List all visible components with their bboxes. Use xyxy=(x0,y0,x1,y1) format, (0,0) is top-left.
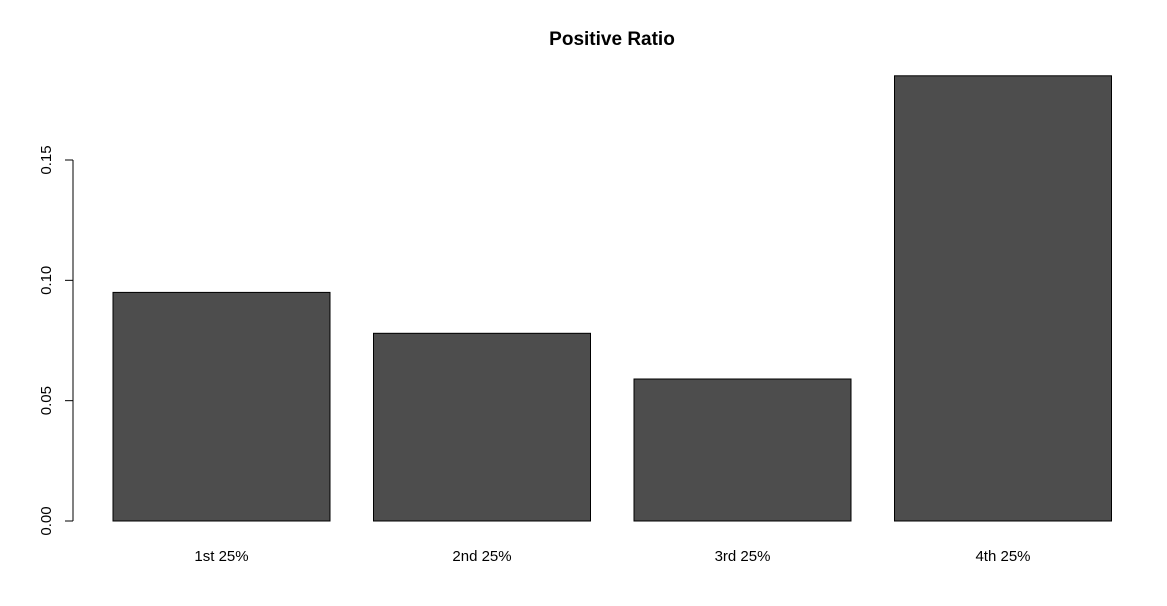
y-axis: 0.00 0.05 0.10 0.15 xyxy=(38,145,74,536)
bars-group xyxy=(112,75,1112,522)
x-axis-labels: 1st 25% 2nd 25% 3rd 25% 4th 25% xyxy=(194,548,1030,565)
x-category-label: 4th 25% xyxy=(975,548,1030,565)
x-category-label: 3rd 25% xyxy=(715,548,771,565)
y-tick-label: 0.00 xyxy=(38,506,55,535)
y-tick-label: 0.05 xyxy=(38,386,55,415)
y-tick-label: 0.10 xyxy=(38,266,55,295)
y-tick-label: 0.15 xyxy=(38,145,55,174)
bar xyxy=(112,291,331,522)
bar xyxy=(633,378,852,522)
x-category-label: 2nd 25% xyxy=(452,548,511,565)
bar xyxy=(373,332,591,522)
x-category-label: 1st 25% xyxy=(194,548,248,565)
bar xyxy=(894,75,1112,522)
chart-title: Positive Ratio xyxy=(549,29,675,50)
